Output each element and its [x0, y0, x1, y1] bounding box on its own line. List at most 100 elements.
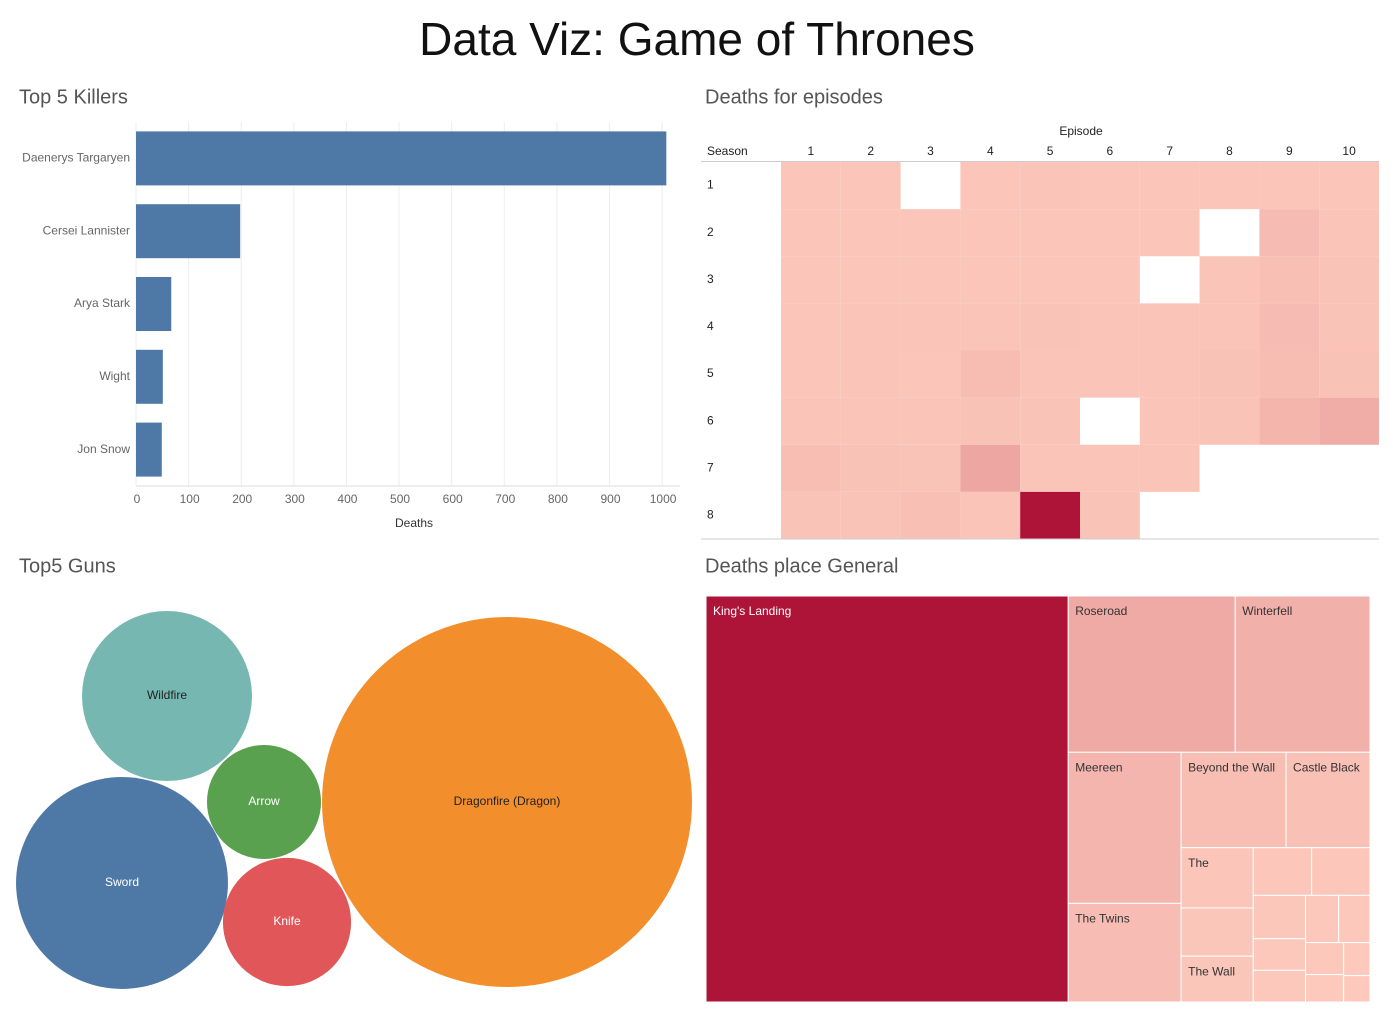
bubble — [16, 777, 228, 989]
heat-cell — [1139, 397, 1200, 445]
heat-cell — [960, 209, 1021, 257]
treemap-label: Winterfell — [1242, 604, 1292, 618]
heat-cell — [1199, 397, 1260, 445]
dashboard-title: Data Viz: Game of Thrones — [419, 13, 975, 65]
heat-cell — [1199, 303, 1260, 351]
heat-cell — [1020, 350, 1080, 398]
row-label: 8 — [707, 508, 714, 522]
x-tick-label: 1000 — [650, 492, 677, 506]
treemap-label: Meereen — [1075, 760, 1122, 774]
treemap-label: King's Landing — [713, 604, 791, 618]
heat-cell — [1139, 444, 1200, 492]
row-label: 2 — [707, 225, 714, 239]
heat-cell — [1080, 303, 1140, 351]
bar — [136, 349, 163, 404]
treemap-cell — [1305, 942, 1345, 976]
heat-cell — [960, 256, 1021, 304]
heat-cell — [1020, 256, 1080, 304]
treemap-label: Roseroad — [1075, 604, 1127, 618]
column-label: 1 — [808, 144, 815, 158]
x-tick-label: 900 — [600, 492, 620, 506]
x-tick-label: 100 — [180, 492, 200, 506]
x-axis-label: Deaths — [395, 516, 433, 530]
heat-cell — [1139, 350, 1200, 398]
bar — [136, 204, 241, 259]
treemap-cell — [1338, 894, 1371, 944]
x-tick-label: 700 — [495, 492, 515, 506]
y-tick-label: Arya Stark — [74, 296, 131, 310]
heat-cell — [1080, 444, 1140, 492]
heat-cell — [960, 491, 1021, 539]
heat-cell — [1259, 397, 1320, 445]
x-tick-label: 800 — [548, 492, 568, 506]
heat-cell — [1080, 162, 1140, 210]
heat-cell — [960, 350, 1021, 398]
y-tick-label: Cersei Lannister — [43, 223, 130, 237]
treemap-cell — [1067, 751, 1182, 904]
heat-cell — [1319, 209, 1379, 257]
heat-cell — [781, 162, 841, 210]
heat-cell — [1319, 162, 1379, 210]
column-label: 10 — [1342, 144, 1356, 158]
heat-cell — [1199, 350, 1260, 398]
heat-cell — [1020, 397, 1080, 445]
heat-cell — [1139, 303, 1200, 351]
heat-cell — [781, 303, 841, 351]
heat-cell — [1139, 209, 1200, 257]
row-label: 5 — [707, 366, 714, 380]
row-label: 1 — [707, 178, 714, 192]
row-label: 6 — [707, 413, 714, 427]
heat-cell — [1020, 444, 1080, 492]
column-label: 6 — [1107, 144, 1114, 158]
bubble-label: Dragonfire (Dragon) — [454, 794, 561, 808]
heat-cell — [840, 256, 901, 304]
y-tick-label: Jon Snow — [77, 442, 130, 456]
heat-cell — [781, 209, 841, 257]
bubble-label: Sword — [105, 875, 139, 889]
column-label: 3 — [927, 144, 934, 158]
heat-cell — [1259, 303, 1320, 351]
y-axis-label: Season — [707, 144, 748, 158]
y-tick-label: Wight — [99, 369, 130, 383]
treemap-cell — [1343, 942, 1371, 977]
bubble-label: Arrow — [248, 794, 280, 808]
treemap-cell — [1252, 938, 1307, 971]
heat-cell — [1199, 162, 1260, 210]
heat-cell — [960, 303, 1021, 351]
heat-cell — [1020, 162, 1080, 210]
column-label: 9 — [1286, 144, 1293, 158]
heat-cell — [1139, 162, 1200, 210]
heat-cell — [781, 350, 841, 398]
heat-cell — [900, 256, 961, 304]
bar — [136, 277, 172, 331]
column-label: 8 — [1226, 144, 1233, 158]
x-tick-label: 600 — [443, 492, 463, 506]
bubble — [222, 857, 352, 987]
panel-title: Deaths place General — [705, 555, 898, 577]
heat-cell — [1080, 209, 1140, 257]
heat-cell — [1020, 209, 1080, 257]
bubble — [206, 744, 322, 860]
heat-cell — [840, 209, 901, 257]
heat-cell — [900, 397, 961, 445]
heat-cell — [1319, 303, 1379, 351]
heat-cell — [1259, 350, 1320, 398]
heat-cell — [900, 350, 961, 398]
bubble — [82, 611, 252, 781]
x-tick-label: 0 — [134, 492, 141, 506]
heat-cell — [1020, 491, 1080, 539]
heat-cell — [1080, 491, 1140, 539]
treemap-cell — [1343, 975, 1371, 1003]
y-tick-label: Daenerys Targaryen — [22, 151, 130, 165]
treemap-cell — [1180, 907, 1254, 957]
treemap-label: The — [1188, 856, 1209, 870]
treemap-label: The Wall — [1188, 964, 1235, 978]
treemap-cell — [1252, 894, 1307, 940]
heat-cell — [840, 444, 901, 492]
row-label: 7 — [707, 460, 714, 474]
treemap-cell — [1180, 955, 1254, 1003]
x-axis-label: Episode — [1059, 124, 1103, 138]
treemap-cell — [1067, 595, 1236, 753]
x-tick-label: 400 — [337, 492, 357, 506]
